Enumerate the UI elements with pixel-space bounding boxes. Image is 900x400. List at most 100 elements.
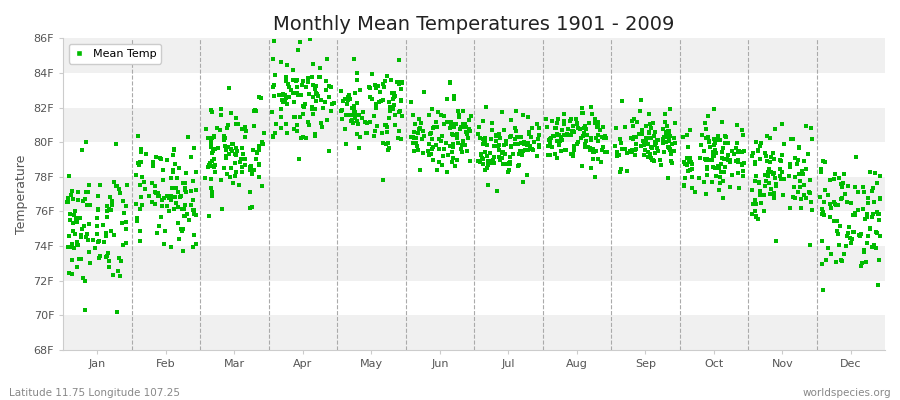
Point xyxy=(184,188,199,194)
Point xyxy=(78,278,93,284)
Point xyxy=(129,172,143,179)
Point xyxy=(483,160,498,166)
Point xyxy=(848,212,862,218)
Point xyxy=(608,125,623,132)
Point xyxy=(463,157,477,164)
Point xyxy=(70,264,85,270)
Point xyxy=(305,106,320,113)
Point xyxy=(827,176,842,182)
Point xyxy=(796,171,810,177)
Point xyxy=(218,143,232,150)
Point xyxy=(439,118,454,125)
Point xyxy=(793,178,807,184)
Point xyxy=(363,94,377,100)
Point xyxy=(175,226,189,232)
Point xyxy=(828,201,842,207)
Point xyxy=(665,160,680,166)
Point xyxy=(74,232,88,238)
Point xyxy=(845,212,859,218)
Point xyxy=(595,147,609,154)
Point xyxy=(75,226,89,232)
Point xyxy=(583,137,598,143)
Point xyxy=(235,169,249,176)
Point xyxy=(840,233,854,239)
Point xyxy=(292,156,306,162)
Point xyxy=(586,148,600,155)
Point xyxy=(285,76,300,83)
Point xyxy=(372,98,386,105)
Point xyxy=(702,138,716,145)
Point xyxy=(588,174,602,180)
Point xyxy=(627,147,642,153)
Point xyxy=(447,163,462,169)
Point xyxy=(720,157,734,164)
Point xyxy=(116,198,130,204)
Point xyxy=(749,200,763,207)
Point xyxy=(346,104,361,111)
Point xyxy=(516,178,530,185)
Point xyxy=(430,167,445,173)
Point xyxy=(460,131,474,137)
Point xyxy=(570,120,584,126)
Point xyxy=(736,173,751,180)
Point xyxy=(175,206,189,212)
Point xyxy=(588,120,602,126)
Point xyxy=(413,125,428,131)
Point xyxy=(446,144,460,150)
Point xyxy=(856,184,870,190)
Point xyxy=(443,142,457,149)
Point xyxy=(379,122,393,128)
Point xyxy=(226,141,240,147)
Point xyxy=(557,118,572,124)
Point xyxy=(352,144,366,151)
Point xyxy=(256,130,271,136)
Point xyxy=(692,175,706,181)
Point xyxy=(429,124,444,130)
Point xyxy=(366,132,381,139)
Point xyxy=(274,97,289,104)
Point xyxy=(749,138,763,145)
Point xyxy=(203,143,218,150)
Point xyxy=(795,168,809,174)
Legend: Mean Temp: Mean Temp xyxy=(68,44,161,64)
Point xyxy=(82,221,96,228)
Point xyxy=(388,112,402,118)
Point xyxy=(580,144,594,150)
Point xyxy=(459,124,473,130)
Point xyxy=(445,149,459,155)
Point xyxy=(656,126,670,132)
Point xyxy=(220,124,235,131)
Point xyxy=(578,123,592,129)
Point xyxy=(133,159,148,166)
Point xyxy=(501,169,516,175)
Point xyxy=(382,104,397,110)
Point xyxy=(751,146,765,153)
Point xyxy=(166,146,181,152)
Point xyxy=(61,233,76,239)
Point xyxy=(63,244,77,251)
Point xyxy=(252,147,266,154)
Point xyxy=(176,226,190,232)
Point xyxy=(566,143,580,149)
Point xyxy=(374,98,388,104)
Point xyxy=(554,134,568,140)
Point xyxy=(609,149,624,156)
Point xyxy=(578,140,592,147)
Point xyxy=(455,122,470,129)
Point xyxy=(255,140,269,146)
Point xyxy=(406,112,420,118)
Point xyxy=(713,137,727,143)
Point xyxy=(445,159,459,165)
Point xyxy=(415,136,429,142)
Point xyxy=(151,193,166,199)
Point xyxy=(783,205,797,211)
Point xyxy=(493,134,508,141)
Point xyxy=(834,196,849,202)
Point xyxy=(446,132,461,139)
Point xyxy=(365,71,380,77)
Point xyxy=(635,127,650,134)
Point xyxy=(119,240,133,246)
Point xyxy=(408,121,422,127)
Point xyxy=(833,256,848,263)
Point xyxy=(151,223,166,229)
